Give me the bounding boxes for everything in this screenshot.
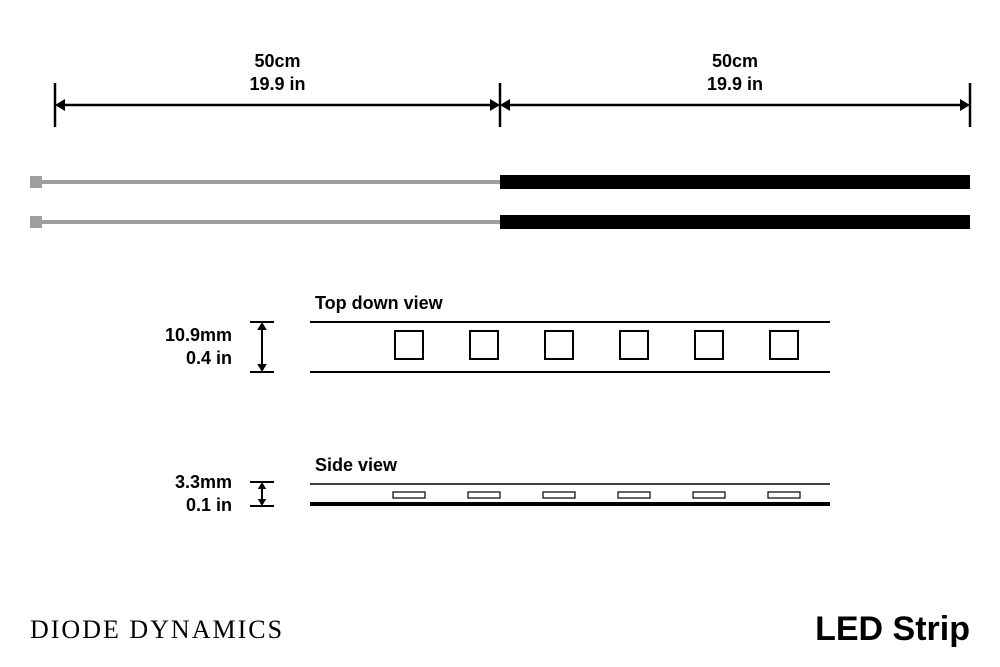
top-view-title: Top down view xyxy=(315,293,443,314)
dimension-label-right: 50cm 19.9 in xyxy=(675,50,795,95)
brand-text: DIODE DYNAMICS xyxy=(30,615,284,645)
product-text: LED Strip xyxy=(815,610,970,649)
sv-dim-metric: 3.3mm xyxy=(175,471,232,494)
dimension-label-left: 50cm 19.9 in xyxy=(218,50,338,95)
sv-dim-imperial: 0.1 in xyxy=(175,494,232,517)
side-view-title: Side view xyxy=(315,455,397,476)
diagram-canvas: 50cm 19.9 in 50cm 19.9 in Top down view … xyxy=(0,0,1000,667)
diagram-svg xyxy=(0,0,1000,667)
side-view-dimension: 3.3mm 0.1 in xyxy=(175,471,232,516)
dim-left-metric: 50cm xyxy=(218,50,338,73)
tv-dim-imperial: 0.4 in xyxy=(165,347,232,370)
top-view-dimension: 10.9mm 0.4 in xyxy=(165,324,232,369)
dim-left-imperial: 19.9 in xyxy=(218,73,338,96)
dim-right-metric: 50cm xyxy=(675,50,795,73)
tv-dim-metric: 10.9mm xyxy=(165,324,232,347)
dim-right-imperial: 19.9 in xyxy=(675,73,795,96)
